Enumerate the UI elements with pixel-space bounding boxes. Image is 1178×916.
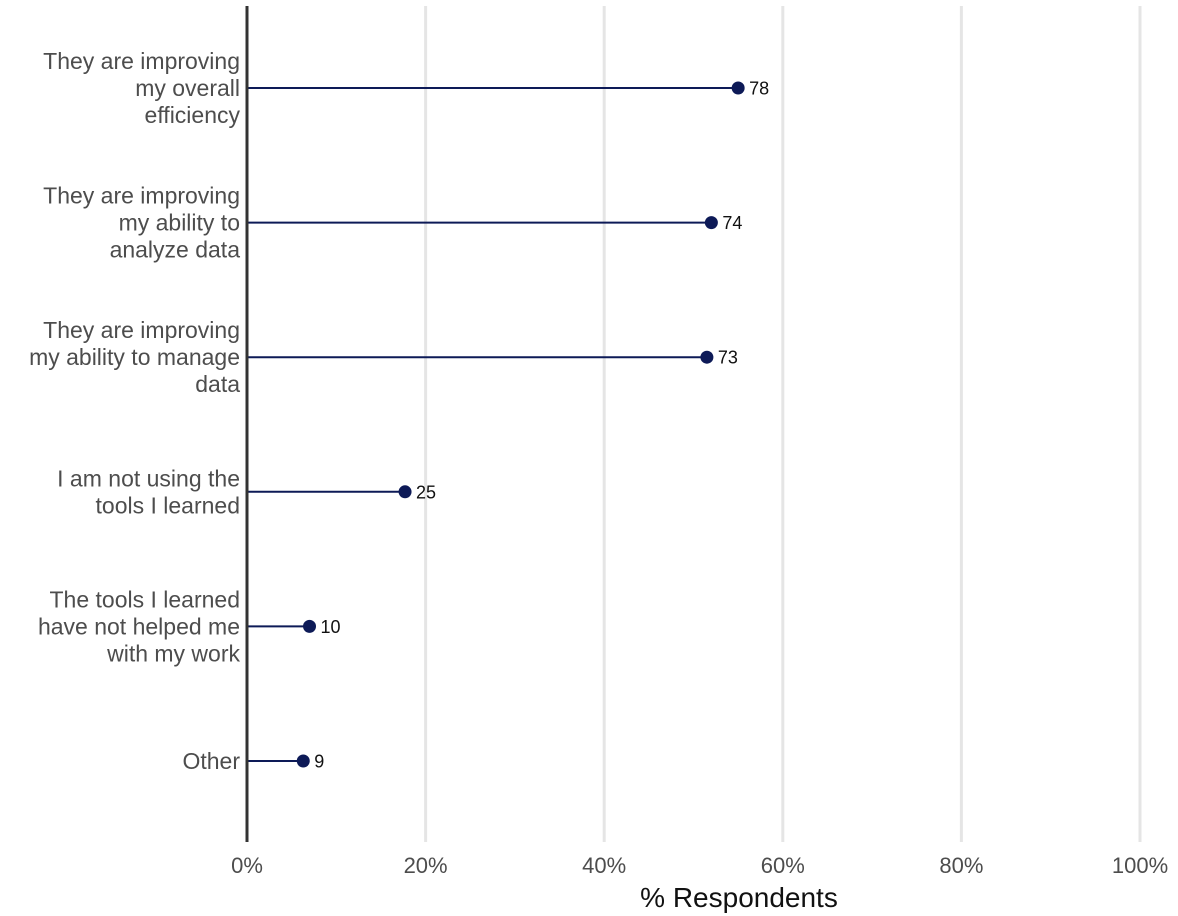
category-label: have not helped me [38, 613, 240, 639]
category-label: The tools I learned [49, 586, 240, 612]
data-label: 9 [314, 752, 324, 772]
category-label: efficiency [145, 102, 241, 128]
x-tick-label: 0% [231, 853, 263, 878]
lollipop-dot [704, 216, 718, 230]
x-tick-label: 20% [404, 853, 448, 878]
category-label: They are improving [43, 48, 240, 74]
data-label: 74 [722, 213, 742, 233]
x-tick-label: 60% [761, 853, 805, 878]
data-label: 10 [321, 617, 341, 637]
category-label: tools I learned [96, 492, 240, 518]
x-tick-label: 40% [582, 853, 626, 878]
category-label: analyze data [110, 237, 241, 263]
category-label: They are improving [43, 183, 240, 209]
data-label: 78 [749, 79, 769, 99]
category-label: my ability to [119, 210, 240, 236]
data-label: 25 [416, 482, 436, 502]
grid-layer [424, 6, 1142, 842]
label-layer: 78 74 73 25 10 9 [314, 79, 769, 772]
lollipop-dot [398, 485, 412, 499]
category-label: I am not using the [57, 465, 240, 491]
lollipop-dot [700, 350, 714, 364]
data-label: 73 [718, 348, 738, 368]
lollipop-dot [731, 81, 745, 95]
x-tick-label: 80% [939, 853, 983, 878]
stem-layer [247, 87, 739, 762]
category-label: data [195, 371, 240, 397]
lollipop-dot [296, 754, 310, 768]
x-tick-layer: 0% 20% 40% 60% 80% 100% [231, 853, 1168, 878]
dot-layer [296, 81, 745, 768]
x-axis-title: % Respondents [640, 882, 838, 913]
category-label: They are improving [43, 317, 240, 343]
category-label: with my work [106, 640, 240, 666]
category-label: my ability to manage [29, 344, 240, 370]
category-label: my overall [135, 75, 240, 101]
category-label: Other [182, 748, 240, 774]
x-tick-label: 100% [1112, 853, 1168, 878]
lollipop-dot [303, 619, 317, 633]
